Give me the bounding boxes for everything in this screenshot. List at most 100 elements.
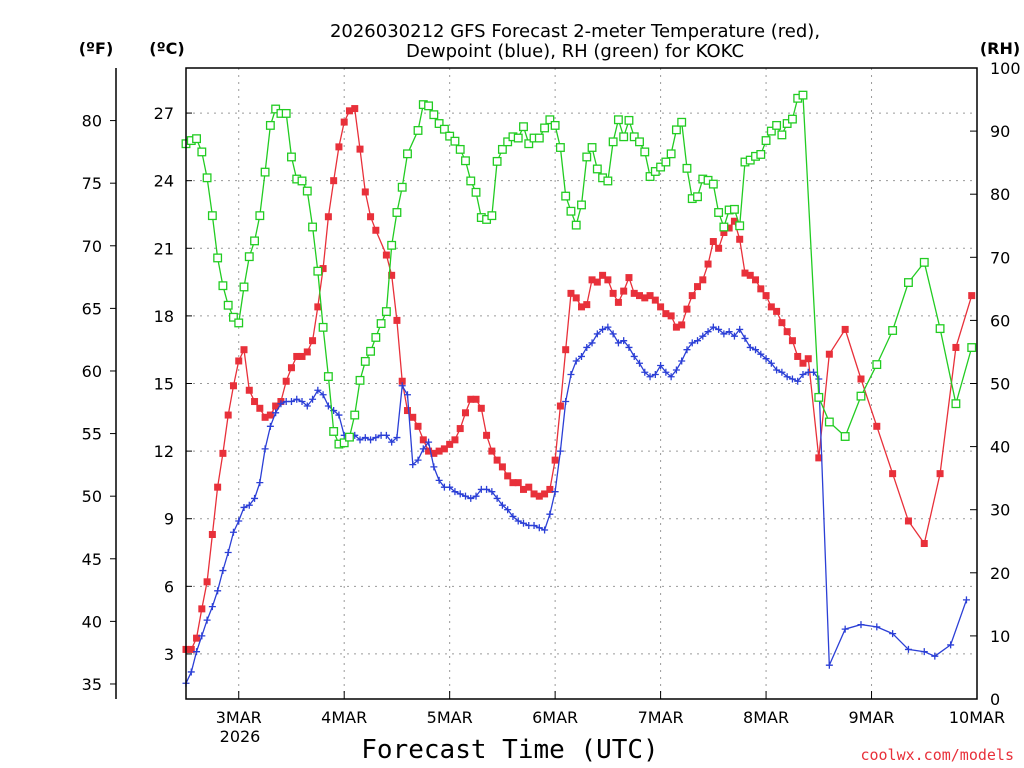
rh-point (592, 164, 602, 174)
temperature-point (498, 463, 506, 471)
rh-point (202, 173, 212, 183)
temperature-point (593, 278, 601, 286)
dewpoint-point (620, 337, 628, 345)
rh-point (255, 211, 265, 221)
temperature-point (393, 316, 401, 324)
rh-point (223, 300, 233, 310)
temperature-point (541, 490, 549, 498)
rh-point (766, 126, 776, 136)
temperature-point (303, 348, 311, 356)
temperature-point (203, 578, 211, 586)
dewpoint-point (219, 567, 227, 575)
dewpoint-point (688, 339, 696, 347)
dewpoint-point (446, 483, 454, 491)
rh-point (645, 172, 655, 181)
dewpoint-point (662, 368, 670, 376)
temperature-point (388, 271, 396, 279)
rh-point (613, 115, 623, 125)
dewpoint-point (746, 343, 754, 351)
rh-point (392, 208, 402, 217)
fahrenheit-tick-label: 55 (82, 425, 102, 444)
temperature-point (335, 143, 343, 151)
rh-point (387, 240, 397, 250)
rh-point (360, 356, 370, 366)
rh-point (397, 182, 407, 192)
rh-tick-label: 80 (990, 185, 1010, 204)
dewpoint-point (593, 330, 601, 338)
temperature-point (736, 235, 744, 243)
chart-title-line1: 2026030212 GFS Forecast 2-meter Temperat… (330, 21, 820, 42)
dewpoint-point (947, 641, 955, 649)
rh-point (429, 110, 439, 120)
rh-point (265, 120, 275, 130)
x-tick-label: 8MAR (743, 708, 789, 727)
temperature-point (746, 271, 754, 279)
x-tick-label: 7MAR (638, 708, 684, 727)
rh-tick-label: 100 (990, 59, 1021, 78)
dewpoint-point (588, 339, 596, 347)
dewpoint-point (409, 461, 417, 469)
rh-point (239, 282, 249, 292)
rh-point (461, 156, 470, 166)
rh-point (339, 438, 349, 448)
dewpoint-point (272, 409, 280, 417)
temperature-point (709, 238, 717, 246)
rh-point (693, 192, 702, 202)
dewpoint-point (651, 370, 659, 378)
dewpoint-point (572, 357, 580, 365)
rh-point (492, 156, 502, 166)
rh-point (856, 391, 866, 401)
rh-tick-label: 20 (990, 564, 1010, 583)
fahrenheit-tick-label: 65 (82, 299, 102, 318)
rh-tick-label: 90 (990, 122, 1010, 141)
temperature-point (345, 107, 353, 115)
temperature-point (330, 177, 338, 185)
rh-point (213, 253, 223, 263)
axes-layer: 3 6 9 12 15 18 21 24 27 3MAR 4MAR 5MAR 6MAR 7MAR 8MAR 9… (82, 59, 1021, 727)
temperature-point (282, 377, 290, 385)
fahrenheit-tick-label: 50 (82, 487, 102, 506)
rh-point (772, 120, 782, 130)
temperature-point (219, 449, 227, 457)
temperature-point (340, 118, 348, 126)
rh-point (471, 187, 481, 197)
series-line (185, 326, 968, 684)
temperature-point (519, 485, 527, 493)
dewpoint-point (546, 510, 554, 518)
rh-point (787, 114, 797, 124)
fahrenheit-tick-label: 80 (82, 112, 102, 131)
fahrenheit-tick-label: 45 (82, 550, 102, 569)
dewpoint-point (825, 661, 833, 669)
dewpoint-point (519, 519, 527, 527)
temperature-point (646, 292, 654, 300)
temperature-point (562, 346, 570, 354)
temperature-point (240, 346, 248, 354)
dewpoint-point (430, 463, 438, 471)
temperature-point (382, 251, 390, 259)
temperature-point (667, 312, 675, 320)
temperature-point (794, 352, 802, 360)
rh-point (577, 200, 586, 210)
chart-title-line2: Dewpoint (blue), RH (green) for KOKC (406, 41, 744, 62)
rh-point (323, 372, 333, 382)
dewpoint-point (298, 398, 306, 406)
dewpoint-point (208, 603, 216, 611)
temperature-point (636, 292, 644, 300)
dewpoint-point (488, 488, 496, 496)
dewpoint-point (783, 373, 791, 381)
dewpoint-point (815, 375, 823, 383)
rh-point (513, 133, 523, 143)
dewpoint-point (904, 645, 912, 653)
temperature-point (657, 303, 665, 311)
temperature-point (783, 328, 791, 336)
rh-point (935, 324, 945, 334)
rh-point (582, 152, 592, 162)
temperature-point (361, 188, 369, 196)
temperature-point (193, 634, 201, 642)
rh-point (635, 137, 644, 147)
temperature-point (857, 375, 865, 383)
temperature-point (672, 323, 680, 331)
x-tick-label: 5MAR (427, 708, 473, 727)
temperature-point (952, 343, 960, 351)
dewpoint-point (483, 485, 491, 493)
